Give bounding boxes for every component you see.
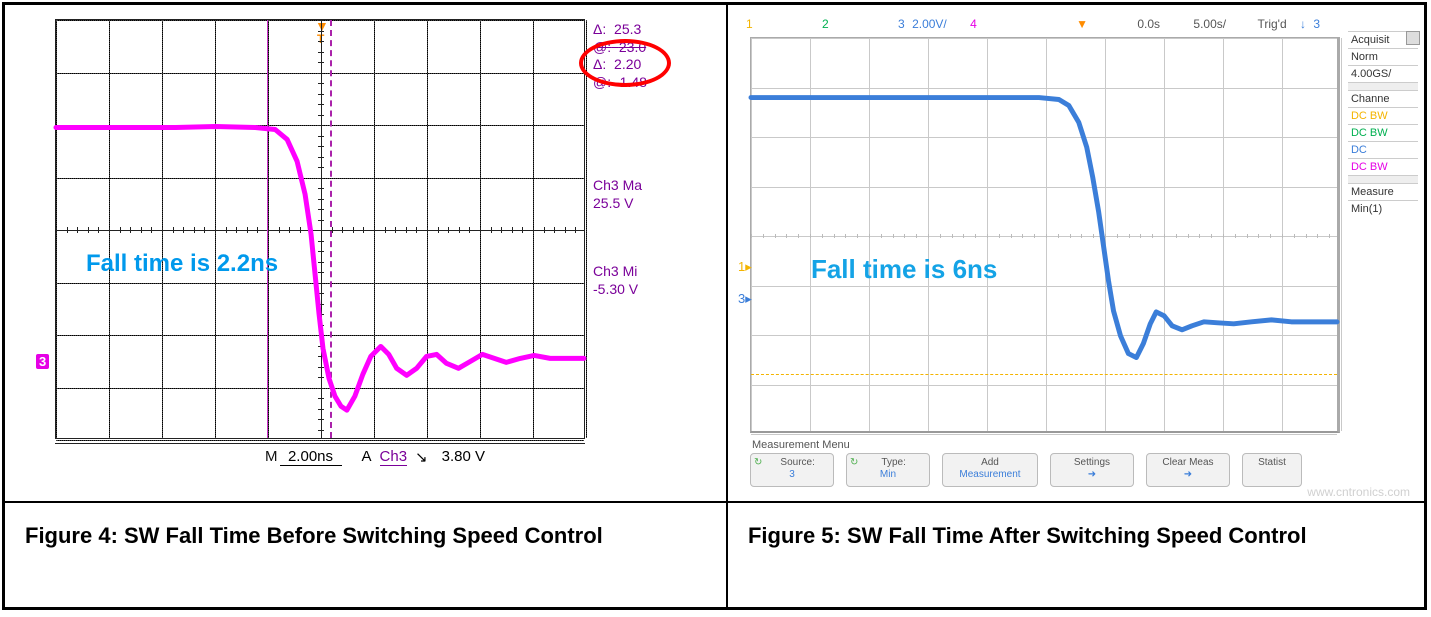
- menu-button[interactable]: Settings➜: [1050, 453, 1134, 487]
- panel-item: Channe: [1348, 90, 1418, 107]
- panel-item: Measure: [1348, 183, 1418, 200]
- panel-item: DC BW: [1348, 107, 1418, 124]
- scope-plot: Fall time is 6ns: [750, 37, 1340, 433]
- menu-button[interactable]: ↻ Type:Min: [846, 453, 930, 487]
- scroll-up-icon[interactable]: [1406, 31, 1420, 45]
- oscilloscope-fig4: ▼T 3 Fall time is 2.2ns Δ: 25.3 @: 23.0 …: [27, 17, 659, 495]
- panel-item: DC BW: [1348, 124, 1418, 141]
- readout-ch3min: Ch3 Mi -5.30 V: [593, 263, 638, 298]
- oscilloscope-fig5: 1 2 3 2.00V/ 4 ▼ 0.0s 5.00s/ Trig'd ↓ 3 …: [738, 13, 1418, 491]
- fall-time-annotation: Fall time is 2.2ns: [86, 250, 278, 278]
- panel-item: 4.00GS/: [1348, 65, 1418, 82]
- channel-marker: 3: [36, 354, 49, 369]
- readout-delta: Δ: 25.3: [593, 21, 647, 39]
- scope-top-bar: 1 2 3 2.00V/ 4 ▼ 0.0s 5.00s/ Trig'd ↓ 3: [746, 17, 1338, 35]
- watermark: www.cntronics.com: [1307, 485, 1410, 499]
- panel-item: DC BW: [1348, 158, 1418, 175]
- menu-button[interactable]: Statist: [1242, 453, 1302, 487]
- panel-item: DC: [1348, 141, 1418, 158]
- side-panel: AcquisitNorm4.00GS/ChanneDC BWDC BWDCDC …: [1348, 31, 1418, 217]
- readout-ch3max: Ch3 Ma 25.5 V: [593, 177, 642, 212]
- caption-fig5: Figure 5: SW Fall Time After Switching S…: [727, 502, 1425, 608]
- scope-status-bar: M 2.00ns A Ch3 ↘ 3.80 V: [55, 443, 585, 469]
- menu-button[interactable]: AddMeasurement: [942, 453, 1038, 487]
- panel-item: Norm: [1348, 48, 1418, 65]
- highlight-ellipse: [579, 39, 671, 87]
- panel-item: Min(1): [1348, 200, 1418, 217]
- channel-marker: 3▸: [738, 291, 752, 307]
- scope-plot: ▼T 3 Fall time is 2.2ns: [55, 19, 585, 439]
- measurement-menu: Measurement Menu ↻ Source:3 ↻ Type:Min A…: [750, 439, 1338, 491]
- channel-marker: 1▸: [738, 259, 752, 275]
- caption-fig4: Figure 4: SW Fall Time Before Switching …: [4, 502, 727, 608]
- trigger-marker-icon: ▼: [1076, 17, 1088, 31]
- menu-button[interactable]: Clear Meas➜: [1146, 453, 1230, 487]
- menu-button[interactable]: ↻ Source:3: [750, 453, 834, 487]
- fall-time-annotation: Fall time is 6ns: [811, 254, 997, 285]
